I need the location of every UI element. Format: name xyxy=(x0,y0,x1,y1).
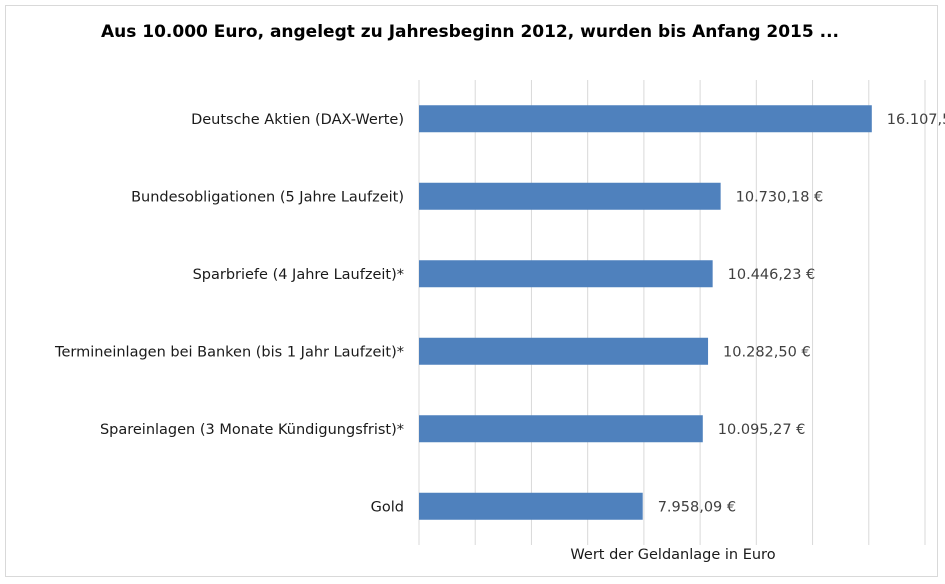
bar xyxy=(419,492,643,520)
value-labels: 16.107,52 € 10.730,18 € 10.446,23 € 10.282,… xyxy=(658,112,945,516)
value-label: 10.446,23 € xyxy=(728,267,816,283)
value-label: 7.958,09 € xyxy=(658,499,736,515)
bar xyxy=(419,337,709,365)
chart-frame xyxy=(5,5,938,577)
category-label: Gold xyxy=(371,499,404,515)
category-label: Spareinlagen (3 Monate Kündigungsfrist)* xyxy=(100,422,404,438)
value-label: 16.107,52 € xyxy=(887,112,945,128)
chart-title: Aus 10.000 Euro, angelegt zu Jahresbegin… xyxy=(100,22,840,42)
category-label: Bundesobligationen (5 Jahre Laufzeit) xyxy=(131,189,404,205)
category-label: Deutsche Aktien (DAX-Werte) xyxy=(191,112,404,128)
category-labels: Deutsche Aktien (DAX-Werte) Bundesobligat… xyxy=(54,112,404,516)
value-label: 10.730,18 € xyxy=(736,189,824,205)
bar xyxy=(419,415,703,443)
value-label: 10.095,27 € xyxy=(718,422,806,438)
category-label: Termineinlagen bei Banken (bis 1 Jahr La… xyxy=(54,344,404,360)
value-label: 10.282,50 € xyxy=(723,344,811,360)
bar xyxy=(419,260,713,288)
bar xyxy=(419,182,721,210)
category-label: Sparbriefe (4 Jahre Laufzeit)* xyxy=(193,267,404,283)
bar xyxy=(419,105,872,133)
gridlines xyxy=(418,80,926,545)
bars xyxy=(419,105,872,520)
x-axis-title: Wert der Geldanlage in Euro xyxy=(570,547,775,563)
